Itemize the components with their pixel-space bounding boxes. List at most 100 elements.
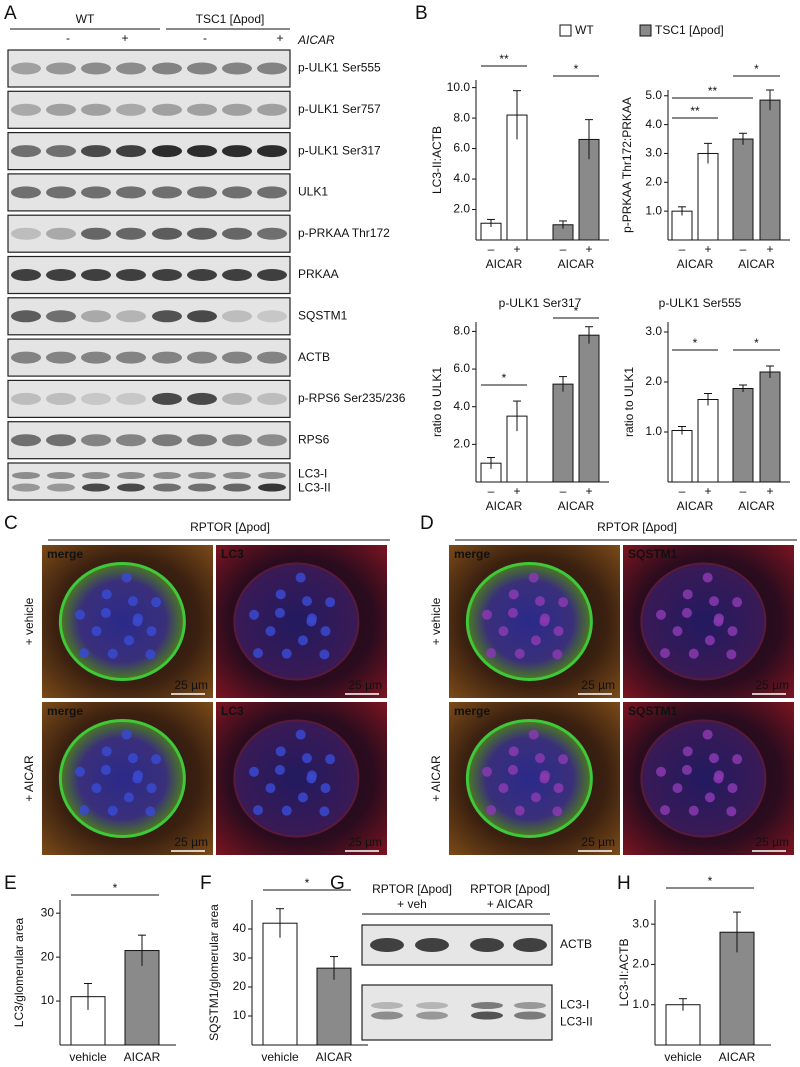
y-tick-label: 6.0 <box>453 141 470 155</box>
nucleus <box>79 805 90 816</box>
treatment-label: - <box>66 31 70 45</box>
nucleus <box>75 766 86 777</box>
blot-band <box>82 472 110 479</box>
blot-band <box>46 145 76 158</box>
bar <box>316 967 352 1046</box>
legend-label: TSC1 [Δpod] <box>655 23 724 37</box>
blot-row <box>7 90 291 129</box>
glomerulus <box>640 562 767 681</box>
y-axis-label: p-PRKAA Thr172:PRKAA <box>620 97 634 233</box>
row-label: LC3-I <box>298 467 327 481</box>
blot-band <box>514 1011 546 1020</box>
significance-label: * <box>754 336 759 350</box>
chart-title: p-ULK1 Ser555 <box>659 296 742 310</box>
x-tick-label: + <box>513 242 520 256</box>
row-label: + vehicle <box>429 597 443 645</box>
nucleus <box>146 783 157 794</box>
y-tick-label: 6.0 <box>453 361 470 375</box>
nucleus <box>528 572 539 583</box>
blot-band <box>223 483 251 492</box>
nucleus <box>498 626 509 637</box>
nucleus <box>539 613 550 624</box>
blot-band <box>187 103 217 116</box>
nucleus <box>265 626 276 637</box>
panel-letter: G <box>330 873 345 894</box>
row-label: LC3-II <box>298 481 331 495</box>
bar <box>262 922 298 1046</box>
y-tick-label: 8.0 <box>453 110 470 124</box>
blot-band <box>11 392 41 405</box>
blot-band <box>257 103 287 116</box>
blot-band <box>152 62 182 75</box>
blot-band <box>257 434 287 447</box>
nucleus <box>482 766 493 777</box>
blot-band <box>257 145 287 158</box>
panel-letter: A <box>4 3 17 24</box>
panel-letter: E <box>4 873 17 894</box>
panel-letter: D <box>420 513 434 534</box>
blot-band <box>188 483 216 492</box>
nucleus <box>275 589 286 600</box>
nucleus <box>297 792 308 803</box>
nucleus <box>101 589 112 600</box>
nucleus <box>507 764 518 775</box>
nucleus <box>528 729 539 740</box>
nucleus <box>145 649 156 660</box>
glomerulus <box>640 719 767 838</box>
blot-band <box>257 392 287 405</box>
nucleus <box>672 626 683 637</box>
y-axis-label: SQSTM1/glomerular area <box>207 904 221 1041</box>
blot-band <box>152 227 182 240</box>
nucleus <box>704 635 715 646</box>
x-tick-label: vehicle <box>261 1050 299 1064</box>
x-tick-label: – <box>740 484 747 498</box>
panel-header: RPTOR [Δpod] <box>597 520 677 534</box>
nucleus <box>320 783 331 794</box>
nucleus <box>297 635 308 646</box>
row-label: ACTB <box>298 350 330 364</box>
group-label: RPTOR [Δpod] <box>470 882 550 896</box>
nucleus <box>274 764 285 775</box>
blot-band <box>223 472 251 479</box>
legend-label: WT <box>575 23 594 37</box>
nucleus <box>253 805 264 816</box>
blot-band <box>257 310 287 323</box>
blot-band <box>81 145 111 158</box>
nucleus <box>530 792 541 803</box>
scale-bar-label: 25 µm <box>174 835 208 849</box>
blot-band <box>152 103 182 116</box>
blot-band <box>258 483 286 492</box>
blot-band <box>257 351 287 364</box>
scale-bar-label: 25 µm <box>581 835 615 849</box>
nucleus <box>121 572 132 583</box>
row-label: + AICAR <box>429 755 443 802</box>
significance-label: * <box>574 62 579 76</box>
nucleus <box>91 783 102 794</box>
channel-label: merge <box>47 547 83 561</box>
blot-band <box>81 269 111 281</box>
blot-band <box>222 310 252 323</box>
y-tick-label: 30 <box>233 950 247 964</box>
significance-label: * <box>574 304 579 318</box>
blot-band <box>222 186 252 199</box>
nucleus <box>688 805 699 816</box>
legend-swatch <box>559 24 572 37</box>
blot-band <box>46 103 76 116</box>
blot-band <box>222 227 252 240</box>
blot-band <box>152 145 182 158</box>
panel-letter: C <box>4 513 18 534</box>
panel-letter: H <box>617 873 631 894</box>
group-label: AICAR <box>738 499 775 513</box>
blot-band <box>416 1002 448 1009</box>
blot-band <box>222 392 252 405</box>
nucleus <box>726 806 737 817</box>
blot-band <box>152 269 182 281</box>
nucleus <box>79 648 90 659</box>
nucleus <box>249 766 260 777</box>
y-tick-label: 4.0 <box>453 399 470 413</box>
nucleus <box>301 753 312 764</box>
treatment-label: + <box>121 31 128 45</box>
y-tick-label: 4.0 <box>645 117 662 131</box>
blot-band <box>416 1011 448 1020</box>
significance-label: * <box>113 881 118 895</box>
